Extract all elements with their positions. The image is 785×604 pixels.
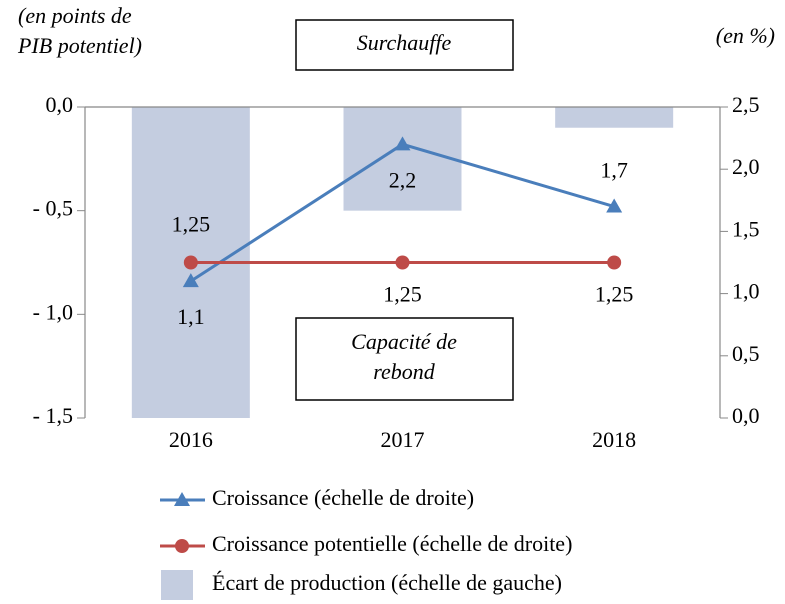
data-label: 1,25 <box>595 282 634 307</box>
data-label: 2,2 <box>389 167 417 192</box>
y2-tick-label: 2,5 <box>732 92 760 117</box>
annotation-box <box>295 317 514 401</box>
x-tick-label: 2016 <box>169 427 213 452</box>
y-tick-label: - 1,5 <box>33 403 73 428</box>
legend-label: Croissance (échelle de droite) <box>212 485 474 510</box>
annotation-box <box>295 19 514 71</box>
legend-swatch <box>161 570 193 600</box>
marker <box>395 255 410 270</box>
marker <box>607 255 622 270</box>
left-axis-label: (en points de <box>18 3 132 28</box>
y2-tick-label: 0,0 <box>732 403 760 428</box>
legend-marker <box>175 539 189 553</box>
y2-tick-label: 2,0 <box>732 154 760 179</box>
annotation: Capacité de <box>351 329 457 354</box>
marker <box>182 273 199 288</box>
marker <box>183 255 198 270</box>
y2-tick-label: 1,5 <box>732 216 760 241</box>
y2-tick-label: 0,5 <box>732 341 760 366</box>
right-axis-label: (en %) <box>716 23 775 48</box>
bar <box>343 107 462 211</box>
left-axis-label: PIB potentiel) <box>17 33 142 58</box>
marker <box>606 198 623 213</box>
data-label: 1,1 <box>177 304 205 329</box>
legend-label: Croissance potentielle (échelle de droit… <box>212 531 572 556</box>
x-tick-label: 2018 <box>592 427 636 452</box>
annotation: Surchauffe <box>357 30 452 55</box>
x-tick-label: 2017 <box>381 427 425 452</box>
data-label: 1,25 <box>383 282 422 307</box>
y-tick-label: - 0,5 <box>33 196 73 221</box>
data-label: 1,25 <box>172 212 211 237</box>
legend-marker <box>174 492 190 506</box>
marker <box>394 136 411 151</box>
data-label: 1,7 <box>600 158 628 183</box>
y-tick-label: - 1,0 <box>33 299 73 324</box>
bar <box>555 107 674 128</box>
annotation: rebond <box>373 359 436 384</box>
legend-label: Écart de production (échelle de gauche) <box>212 570 562 595</box>
y-tick-label: 0,0 <box>46 92 74 117</box>
y2-tick-label: 1,0 <box>732 279 760 304</box>
